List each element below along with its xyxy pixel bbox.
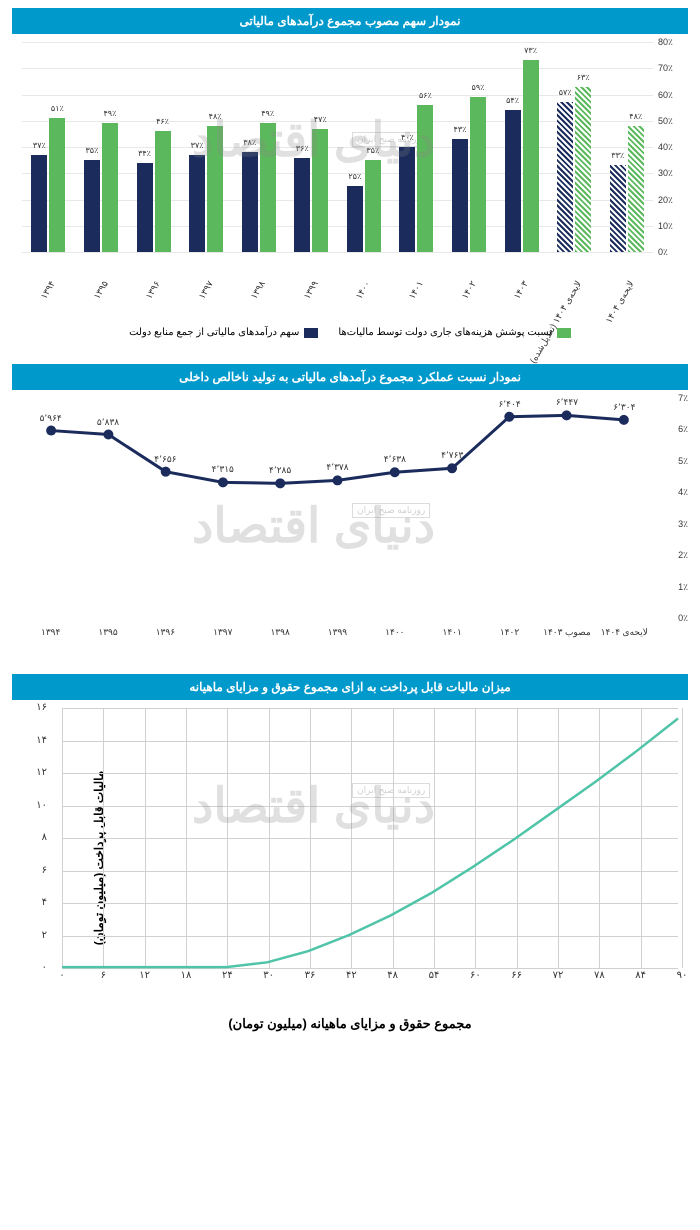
chart3-container: میزان مالیات قابل پرداخت به ازای مجموع ح… [0, 666, 700, 1048]
chart3-xlabel: مجموع حقوق و مزایای ماهیانه (میلیون توما… [12, 1008, 688, 1040]
bar-chart: دنیای اقتصاد روزنامه صبح ایران 0٪10٪20٪3… [12, 42, 688, 302]
chart1-yaxis: 0٪10٪20٪30٪40٪50٪60٪70٪80٪ [658, 42, 688, 252]
chart2-svg [22, 398, 653, 618]
chart3-xlabels: ۰۶۱۲۱۸۲۴۳۰۳۶۴۲۴۸۵۴۶۰۶۶۷۲۷۸۸۴۹۰ [62, 970, 678, 988]
chart2-container: نمودار نسبت عملکرد مجموع درآمدهای مالیات… [0, 356, 700, 666]
chart2-xlabels: ۱۳۹۴۱۳۹۵۱۳۹۶۱۳۹۷۱۳۹۸۱۳۹۹۱۴۰۰۱۴۰۱۱۴۰۲مصوب… [22, 623, 653, 658]
line-chart: دنیای اقتصاد روزنامه صبح ایران 0٪1٪2٪3٪4… [12, 398, 688, 658]
chart3-title: میزان مالیات قابل پرداخت به ازای مجموع ح… [12, 674, 688, 700]
chart3-svg [62, 708, 678, 968]
legend-swatch-2 [304, 328, 318, 338]
chart1-container: نمودار سهم مصوب مجموع درآمدهای مالیاتی د… [0, 0, 700, 356]
chart1-title: نمودار سهم مصوب مجموع درآمدهای مالیاتی [12, 8, 688, 34]
legend-swatch-1 [557, 328, 571, 338]
legend-item-2: سهم درآمدهای مالیاتی از جمع منابع دولت [129, 327, 318, 338]
line3-chart: دنیای اقتصاد روزنامه صبح ایران مالیات قا… [12, 708, 688, 1008]
chart1-legend: نسبت پوشش هزینه‌های جاری دولت توسط مالیا… [12, 302, 688, 348]
legend-label-2: سهم درآمدهای مالیاتی از جمع منابع دولت [129, 327, 299, 338]
chart2-plot: ۶٬۳۰۴۶٬۴۴۷۶٬۴۰۴۴٬۷۶۳۴٬۶۳۸۴٬۳۷۸۴٬۲۸۵۴٬۳۱۵… [22, 398, 653, 618]
chart3-yaxis: ۰۲۴۶۸۱۰۱۲۱۴۱۶ [47, 708, 62, 968]
legend-label-1: نسبت پوشش هزینه‌های جاری دولت توسط مالیا… [338, 327, 552, 338]
chart2-title: نمودار نسبت عملکرد مجموع درآمدهای مالیات… [12, 364, 688, 390]
chart1-plot: ۵۱٪۳۷٪۱۳۹۴۴۹٪۳۵٪۱۳۹۵۴۶٪۳۴٪۱۳۹۶۴۸٪۳۷٪۱۳۹۷… [22, 42, 653, 252]
chart3-plot [62, 708, 678, 968]
legend-item-1: نسبت پوشش هزینه‌های جاری دولت توسط مالیا… [338, 327, 571, 338]
chart2-yaxis: 0٪1٪2٪3٪4٪5٪6٪7٪ [658, 398, 688, 618]
